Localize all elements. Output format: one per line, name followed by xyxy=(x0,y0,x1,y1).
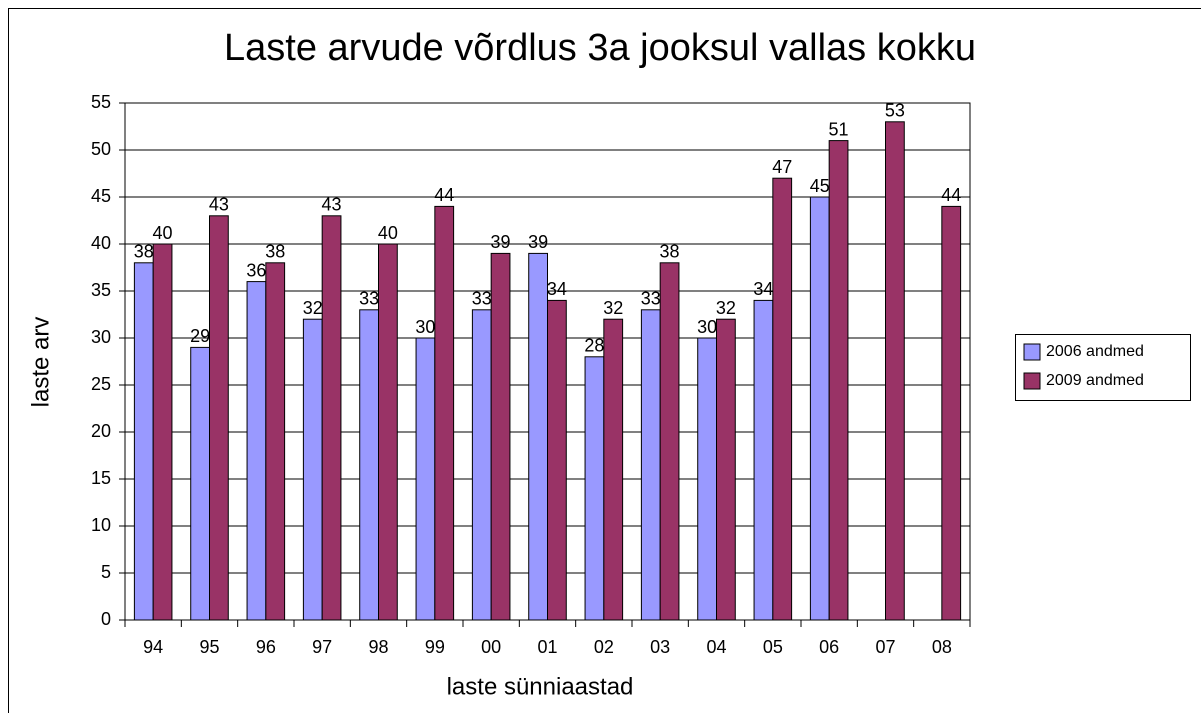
x-tick-label: 03 xyxy=(650,637,670,657)
bar xyxy=(302,318,323,621)
x-tick-label: 00 xyxy=(481,637,501,657)
bar xyxy=(603,318,624,621)
bar xyxy=(359,309,380,621)
bar xyxy=(885,121,905,621)
chart-title: Laste arvude võrdlus 3a jooksul vallas k… xyxy=(224,27,976,69)
legend xyxy=(1015,334,1191,401)
x-tick-label: 96 xyxy=(256,637,276,657)
bar xyxy=(265,262,286,621)
bar xyxy=(828,140,849,621)
x-tick-label: 97 xyxy=(312,637,332,657)
data-label: 36 xyxy=(246,260,266,280)
bar xyxy=(434,205,455,621)
bar xyxy=(152,243,173,621)
bar xyxy=(378,243,398,621)
data-label: 33 xyxy=(472,289,492,309)
bar xyxy=(640,309,661,621)
data-label: 40 xyxy=(378,223,398,243)
x-tick-label: 04 xyxy=(706,637,726,657)
y-tick-label: 5 xyxy=(101,562,111,582)
data-label: 32 xyxy=(716,298,736,318)
y-tick-label: 35 xyxy=(91,280,111,300)
bar xyxy=(471,309,492,621)
bar xyxy=(772,177,793,621)
data-label: 34 xyxy=(753,279,773,299)
y-tick-label: 55 xyxy=(91,92,111,112)
data-label: 51 xyxy=(829,119,849,139)
data-label: 32 xyxy=(603,298,623,318)
data-label: 40 xyxy=(153,223,173,243)
x-tick-label: 06 xyxy=(819,637,839,657)
y-tick-label: 45 xyxy=(91,186,111,206)
bar xyxy=(490,252,511,621)
x-tick-label: 98 xyxy=(368,637,388,657)
y-tick-label: 15 xyxy=(91,468,111,488)
y-axis-title: laste arv xyxy=(27,317,54,408)
y-tick-label: 0 xyxy=(101,609,111,629)
data-label: 39 xyxy=(491,232,511,252)
x-tick-label: 94 xyxy=(143,637,163,657)
legend-swatch xyxy=(1023,372,1041,390)
bar xyxy=(941,205,962,621)
bar xyxy=(584,356,605,621)
data-label: 30 xyxy=(415,317,435,337)
x-tick-label: 01 xyxy=(537,637,557,657)
bar xyxy=(753,299,774,621)
data-label: 33 xyxy=(359,289,379,309)
data-label: 53 xyxy=(885,101,905,121)
bar xyxy=(547,299,567,621)
y-tick-label: 50 xyxy=(91,139,111,159)
y-tick-label: 25 xyxy=(91,374,111,394)
data-label: 44 xyxy=(941,185,961,205)
bar xyxy=(659,262,680,621)
bar xyxy=(697,337,718,621)
data-label: 29 xyxy=(190,326,210,346)
bar xyxy=(528,252,549,621)
x-tick-label: 08 xyxy=(932,637,952,657)
data-label: 39 xyxy=(528,232,548,252)
x-tick-label: 05 xyxy=(763,637,783,657)
bar xyxy=(809,196,830,621)
y-tick-label: 10 xyxy=(91,515,111,535)
legend-swatch xyxy=(1023,343,1041,361)
x-tick-label: 07 xyxy=(875,637,895,657)
bar xyxy=(246,281,267,621)
data-label: 44 xyxy=(434,185,454,205)
y-tick-label: 30 xyxy=(91,327,111,347)
bar xyxy=(716,318,736,621)
bar xyxy=(190,346,211,621)
data-label: 34 xyxy=(547,279,567,299)
x-tick-label: 95 xyxy=(199,637,219,657)
data-label: 47 xyxy=(772,157,792,177)
data-label: 45 xyxy=(810,176,830,196)
y-tick-label: 20 xyxy=(91,421,111,441)
data-label: 43 xyxy=(322,195,342,215)
data-label: 32 xyxy=(303,298,323,318)
x-tick-label: 02 xyxy=(594,637,614,657)
x-tick-label: 99 xyxy=(425,637,445,657)
bar xyxy=(415,337,436,621)
bar xyxy=(209,215,229,621)
data-label: 30 xyxy=(697,317,717,337)
data-label: 38 xyxy=(265,242,285,262)
bar xyxy=(133,262,154,621)
bar xyxy=(321,215,342,621)
data-label: 28 xyxy=(584,336,604,356)
data-label: 38 xyxy=(134,242,154,262)
legend-label: 2006 andmed xyxy=(1046,343,1144,360)
data-label: 33 xyxy=(641,289,661,309)
data-label: 38 xyxy=(660,242,680,262)
data-label: 43 xyxy=(209,195,229,215)
y-tick-label: 40 xyxy=(91,233,111,253)
x-axis-title: laste sünniaastad xyxy=(447,673,634,700)
legend-label: 2009 andmed xyxy=(1046,372,1144,389)
